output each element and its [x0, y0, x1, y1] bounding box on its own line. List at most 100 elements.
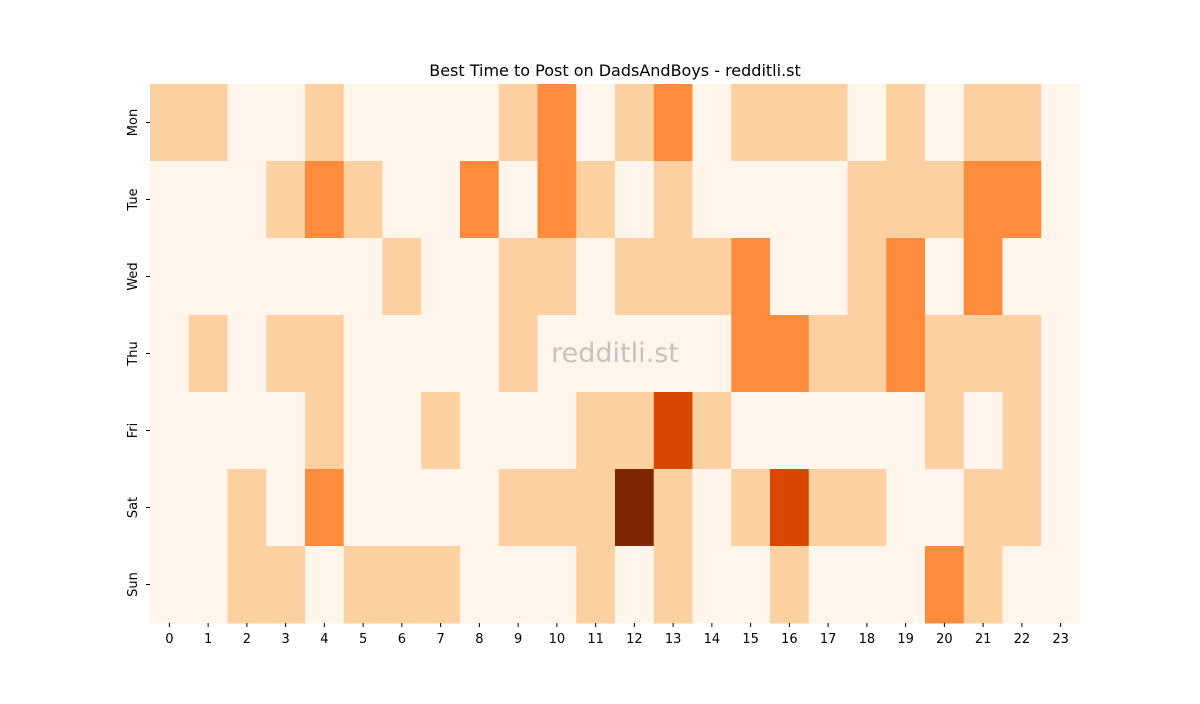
cell: [770, 161, 810, 239]
cell: [731, 238, 771, 316]
cell: [576, 238, 616, 316]
x-tick-label: 1: [204, 632, 212, 647]
cell: [576, 469, 616, 547]
cell: [731, 392, 771, 470]
cell: [305, 469, 345, 547]
cell: [150, 392, 190, 470]
cell: [498, 469, 538, 547]
cell: [847, 315, 887, 393]
cell: [808, 392, 848, 470]
cell: [343, 161, 383, 239]
cell: [925, 392, 965, 470]
cell: [963, 84, 1003, 162]
cell: [770, 315, 810, 393]
y-tick-label: Thu: [126, 341, 141, 366]
cell: [537, 238, 577, 316]
y-tick-label: Fri: [126, 423, 141, 439]
cell: [150, 161, 190, 239]
cell: [343, 469, 383, 547]
cell: [615, 546, 655, 624]
cell: [963, 161, 1003, 239]
cell: [925, 84, 965, 162]
cell: [576, 84, 616, 162]
cell: [188, 392, 228, 470]
cell: [537, 469, 577, 547]
cell: [343, 238, 383, 316]
cell: [305, 315, 345, 393]
cell: [847, 469, 887, 547]
cell: [615, 161, 655, 239]
cell: [847, 84, 887, 162]
cell: [382, 315, 422, 393]
x-tick-label: 8: [475, 632, 483, 647]
cell: [847, 161, 887, 239]
cell: [886, 161, 926, 239]
cell: [770, 546, 810, 624]
cell: [537, 161, 577, 239]
cell: [460, 161, 500, 239]
cell: [1041, 546, 1081, 624]
cell: [1041, 238, 1081, 316]
cell: [227, 161, 267, 239]
cell: [886, 315, 926, 393]
x-tick-label: 3: [281, 632, 289, 647]
cell: [615, 392, 655, 470]
cell: [343, 315, 383, 393]
cell: [886, 546, 926, 624]
cell: [692, 546, 732, 624]
cell: [731, 469, 771, 547]
cell: [537, 392, 577, 470]
cell: [847, 392, 887, 470]
cell: [537, 84, 577, 162]
x-tick-label: 18: [859, 632, 876, 647]
cell: [808, 546, 848, 624]
cell: [188, 84, 228, 162]
cell: [305, 84, 345, 162]
x-tick-label: 4: [320, 632, 328, 647]
cell: [653, 546, 693, 624]
cell: [770, 392, 810, 470]
cell: [1041, 469, 1081, 547]
cell: [770, 238, 810, 316]
cell: [150, 238, 190, 316]
cell: [692, 469, 732, 547]
cell: [266, 469, 306, 547]
cell: [227, 84, 267, 162]
cell: [653, 238, 693, 316]
cell: [498, 315, 538, 393]
watermark: redditli.st: [551, 338, 679, 369]
cell: [266, 315, 306, 393]
cell: [1002, 392, 1042, 470]
cell: [188, 469, 228, 547]
cell: [266, 84, 306, 162]
x-tick-label: 15: [742, 632, 759, 647]
cell: [692, 161, 732, 239]
cell: [305, 546, 345, 624]
cell: [886, 84, 926, 162]
cell: [305, 161, 345, 239]
cell: [653, 84, 693, 162]
cell: [150, 315, 190, 393]
cell: [188, 238, 228, 316]
x-tick-label: 19: [897, 632, 914, 647]
cell: [1041, 84, 1081, 162]
cell: [1041, 161, 1081, 239]
cell: [227, 546, 267, 624]
cell: [886, 392, 926, 470]
cell: [460, 238, 500, 316]
cell: [498, 84, 538, 162]
cell: [343, 84, 383, 162]
cell: [770, 84, 810, 162]
cell: [188, 315, 228, 393]
cell: [1002, 469, 1042, 547]
cell: [382, 238, 422, 316]
cell: [227, 469, 267, 547]
cell: [537, 546, 577, 624]
cell: [1002, 315, 1042, 393]
x-tick-label: 16: [781, 632, 798, 647]
x-tick-label: 2: [243, 632, 251, 647]
cell: [808, 469, 848, 547]
cell: [1002, 84, 1042, 162]
cell: [808, 315, 848, 393]
cell: [421, 315, 461, 393]
